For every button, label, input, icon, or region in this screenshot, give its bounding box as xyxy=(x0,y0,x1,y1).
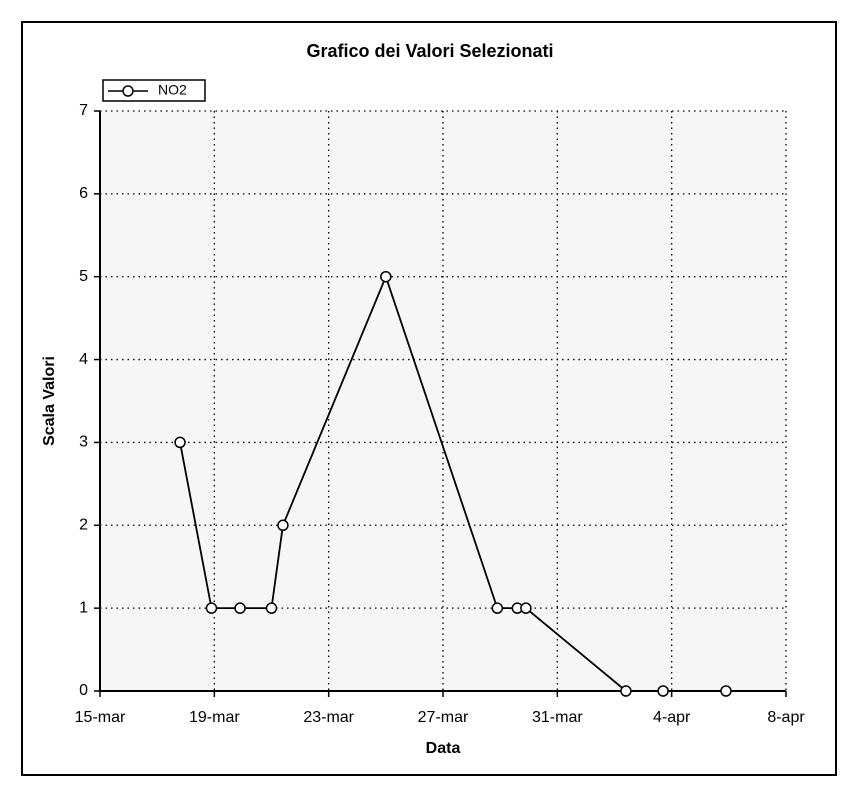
data-point xyxy=(520,602,532,614)
legend-marker xyxy=(122,85,134,97)
y-tick-label: 4 xyxy=(79,351,88,368)
x-tick-label: 31-mar xyxy=(532,709,583,726)
y-tick-label: 1 xyxy=(79,599,88,616)
data-point xyxy=(174,436,186,449)
data-point xyxy=(620,685,632,697)
x-tick-label: 23-mar xyxy=(303,709,354,726)
x-tick-label: 4-apr xyxy=(653,709,691,726)
data-point xyxy=(265,602,278,614)
data-point xyxy=(234,602,246,614)
y-tick-label: 2 xyxy=(79,517,88,534)
x-tick-label: 8-apr xyxy=(767,709,805,726)
data-point xyxy=(720,685,732,697)
plot-area xyxy=(100,111,786,691)
y-tick-label: 3 xyxy=(79,434,88,451)
y-tick-label: 7 xyxy=(79,102,88,119)
x-tick-label: 15-mar xyxy=(75,709,126,726)
data-point xyxy=(277,519,289,532)
y-tick-label: 0 xyxy=(79,682,88,699)
y-tick-label: 5 xyxy=(79,268,88,285)
x-axis-label: Data xyxy=(426,740,461,757)
legend-label: NO2 xyxy=(158,82,187,98)
x-tick-label: 27-mar xyxy=(418,709,469,726)
y-tick-label: 6 xyxy=(79,185,88,202)
chart-title: Grafico dei Valori Selezionati xyxy=(306,41,553,61)
data-point xyxy=(380,270,392,283)
y-axis-label: Scala Valori xyxy=(41,356,58,446)
data-point xyxy=(205,602,218,614)
data-point xyxy=(491,602,504,614)
x-tick-label: 19-mar xyxy=(189,709,240,726)
data-point xyxy=(657,685,669,697)
